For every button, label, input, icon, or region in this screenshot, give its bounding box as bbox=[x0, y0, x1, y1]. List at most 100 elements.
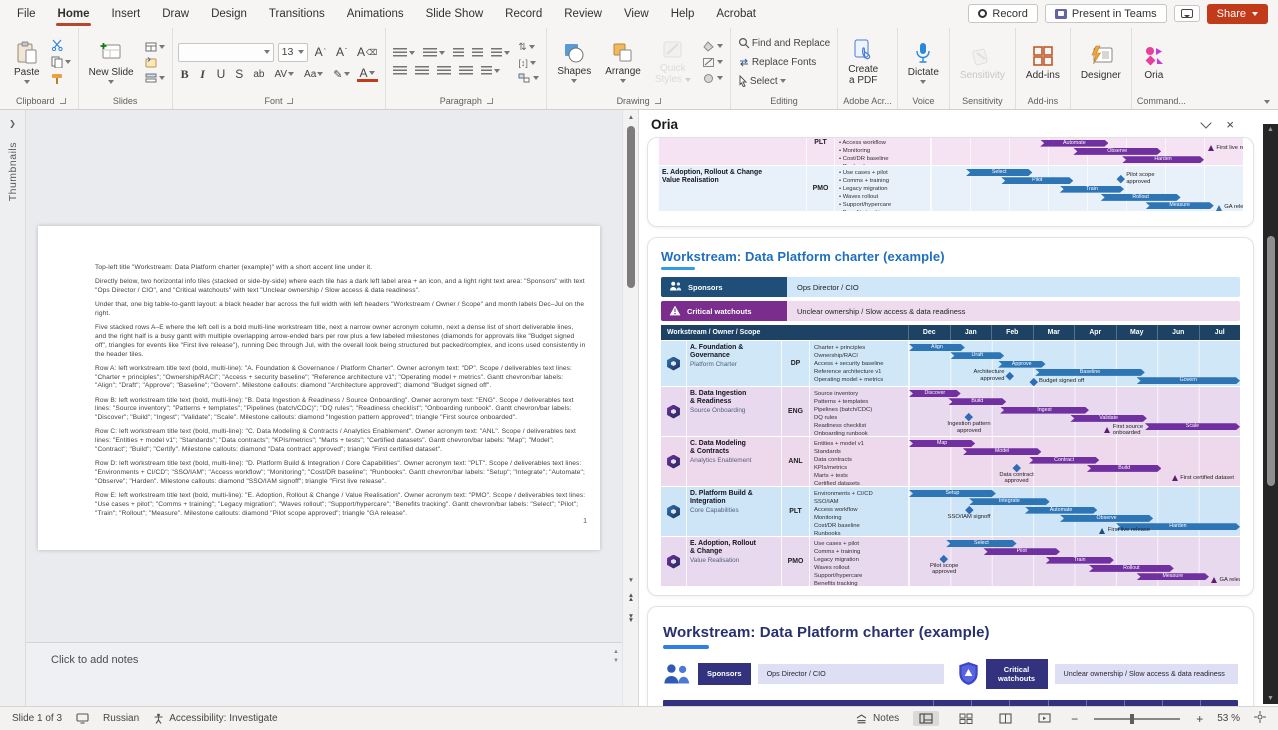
scrollbar-thumb[interactable] bbox=[627, 126, 635, 288]
present-in-teams-button[interactable]: Present in Teams bbox=[1044, 4, 1167, 23]
notes-toggle-button[interactable]: Notes bbox=[855, 713, 899, 724]
tab-home[interactable]: Home bbox=[47, 3, 101, 26]
shape-fill-button[interactable] bbox=[700, 40, 725, 53]
justify-button[interactable] bbox=[457, 65, 475, 78]
change-case-button[interactable]: Aa bbox=[301, 69, 326, 80]
share-button[interactable]: Share bbox=[1206, 3, 1268, 24]
cut-button[interactable] bbox=[49, 38, 66, 52]
tab-transitions[interactable]: Transitions bbox=[268, 7, 325, 20]
clipboard-dialog-launcher[interactable] bbox=[59, 97, 66, 104]
tab-file[interactable]: File bbox=[17, 7, 36, 20]
text-direction-button[interactable]: ⇅ bbox=[516, 41, 536, 54]
zoom-slider[interactable] bbox=[1094, 713, 1181, 724]
align-right-button[interactable] bbox=[435, 65, 453, 78]
arrange-button[interactable]: Arrange bbox=[600, 41, 646, 84]
language-indicator[interactable]: Russian bbox=[103, 713, 140, 724]
paste-button[interactable]: Paste bbox=[9, 40, 45, 85]
zoom-level[interactable]: 53 % bbox=[1217, 713, 1240, 724]
format-painter-button[interactable] bbox=[49, 72, 65, 86]
numbering-button[interactable] bbox=[421, 47, 447, 60]
notes-pane[interactable]: Click to add notes ▲ ▼ bbox=[26, 642, 622, 706]
bold-button[interactable]: B bbox=[180, 66, 189, 81]
font-size-combobox[interactable]: 13 bbox=[277, 42, 308, 62]
tab-view[interactable]: View bbox=[623, 7, 649, 20]
shapes-button[interactable]: Shapes bbox=[552, 41, 596, 84]
align-text-button[interactable]: [↕] bbox=[516, 57, 538, 69]
bullets-button[interactable] bbox=[391, 47, 417, 60]
reading-view-button[interactable] bbox=[993, 711, 1018, 726]
font-dialog-launcher[interactable] bbox=[287, 97, 294, 104]
oria-button[interactable]: Oria bbox=[1137, 43, 1171, 82]
normal-view-button[interactable] bbox=[913, 711, 940, 726]
addins-button[interactable]: Add-ins bbox=[1021, 43, 1065, 82]
collapse-panel-chevron-icon[interactable] bbox=[1200, 117, 1213, 129]
sensitivity-button[interactable]: Sensitivity bbox=[955, 43, 1010, 82]
tab-slide-show[interactable]: Slide Show bbox=[425, 7, 484, 20]
next-slide-button[interactable]: ▼ ▼ bbox=[627, 613, 635, 625]
find-replace-button[interactable]: Find and Replace bbox=[736, 36, 832, 50]
zoom-slider-thumb[interactable] bbox=[1130, 713, 1134, 724]
font-name-combobox[interactable] bbox=[177, 42, 274, 62]
oria-card-2[interactable]: Workstream: Data Platform charter (examp… bbox=[647, 237, 1254, 596]
tab-animations[interactable]: Animations bbox=[346, 7, 404, 20]
clear-formatting-button[interactable]: A ⌫ bbox=[356, 45, 378, 59]
section-button[interactable] bbox=[143, 72, 167, 84]
slide-canvas[interactable]: Top-left title "Workstream: Data Platfor… bbox=[26, 110, 622, 642]
copy-button[interactable] bbox=[49, 55, 73, 69]
oria-card-3[interactable]: Workstream: Data Platform charter (examp… bbox=[647, 606, 1254, 706]
replace-fonts-button[interactable]: Replace Fonts bbox=[736, 55, 818, 69]
zoom-out-button[interactable]: − bbox=[1071, 711, 1079, 726]
vertical-scrollbar[interactable]: ▲ ▼ ▲ ▲ ▼ ▼ bbox=[622, 110, 638, 706]
tab-draw[interactable]: Draw bbox=[162, 7, 190, 20]
drawing-dialog-launcher[interactable] bbox=[654, 97, 661, 104]
text-shadow-button[interactable]: ab bbox=[253, 68, 265, 80]
expand-thumbnails-chevron-icon[interactable]: ❯ bbox=[9, 119, 16, 128]
line-spacing-button[interactable] bbox=[489, 47, 512, 60]
accessibility-checker[interactable]: Accessibility: Investigate bbox=[153, 713, 278, 724]
record-button[interactable]: Record bbox=[968, 4, 1038, 23]
convert-smartart-button[interactable] bbox=[516, 72, 541, 84]
tab-record[interactable]: Record bbox=[505, 7, 543, 20]
italic-button[interactable]: I bbox=[200, 66, 205, 81]
notes-scroll-up-icon[interactable]: ▲ bbox=[613, 649, 619, 655]
font-color-button[interactable]: A bbox=[356, 67, 378, 82]
strikethrough-button[interactable]: S bbox=[235, 67, 244, 81]
comments-button[interactable] bbox=[1173, 5, 1200, 22]
scroll-down-icon[interactable]: ▼ bbox=[627, 577, 635, 584]
select-button[interactable]: Select bbox=[736, 74, 788, 88]
tab-help[interactable]: Help bbox=[670, 7, 695, 20]
underline-button[interactable]: U bbox=[216, 67, 226, 81]
tab-design[interactable]: Design bbox=[211, 7, 247, 20]
slide[interactable]: Top-left title "Workstream: Data Platfor… bbox=[38, 226, 600, 550]
reset-button[interactable] bbox=[143, 56, 159, 69]
display-settings-button[interactable] bbox=[76, 713, 89, 724]
new-slide-button[interactable]: New Slide bbox=[84, 40, 139, 85]
slide-sorter-view-button[interactable] bbox=[953, 711, 979, 726]
highlight-color-button[interactable]: ✎ bbox=[330, 68, 352, 81]
panel-scroll-up-icon[interactable]: ▲ bbox=[1267, 126, 1274, 133]
scroll-up-icon[interactable]: ▲ bbox=[627, 114, 635, 121]
previous-slide-button[interactable]: ▲ ▲ bbox=[627, 592, 635, 604]
layout-button[interactable] bbox=[143, 41, 167, 53]
paragraph-dialog-launcher[interactable] bbox=[486, 97, 493, 104]
tab-review[interactable]: Review bbox=[564, 7, 602, 20]
shape-effects-button[interactable] bbox=[700, 72, 725, 85]
tab-acrobat[interactable]: Acrobat bbox=[716, 7, 756, 20]
align-center-button[interactable] bbox=[413, 65, 431, 78]
align-left-button[interactable] bbox=[391, 65, 409, 78]
thumbnails-pane-collapsed[interactable]: ❯ Thumbnails bbox=[0, 110, 26, 706]
close-panel-icon[interactable]: × bbox=[1226, 117, 1234, 132]
quick-styles-button[interactable]: Quick Styles bbox=[650, 38, 696, 86]
fit-slide-button[interactable] bbox=[1254, 711, 1266, 726]
shape-outline-button[interactable] bbox=[700, 56, 725, 69]
create-pdf-button[interactable]: Create a PDF bbox=[843, 37, 883, 87]
slide-counter[interactable]: Slide 1 of 3 bbox=[12, 713, 63, 724]
slideshow-view-button[interactable] bbox=[1032, 711, 1057, 726]
dictate-button[interactable]: Dictate bbox=[903, 40, 944, 85]
oria-panel-scrollbar[interactable]: ▲ ▼ bbox=[1263, 124, 1278, 704]
designer-button[interactable]: Designer bbox=[1076, 43, 1126, 82]
panel-scrollbar-thumb[interactable] bbox=[1266, 236, 1275, 486]
